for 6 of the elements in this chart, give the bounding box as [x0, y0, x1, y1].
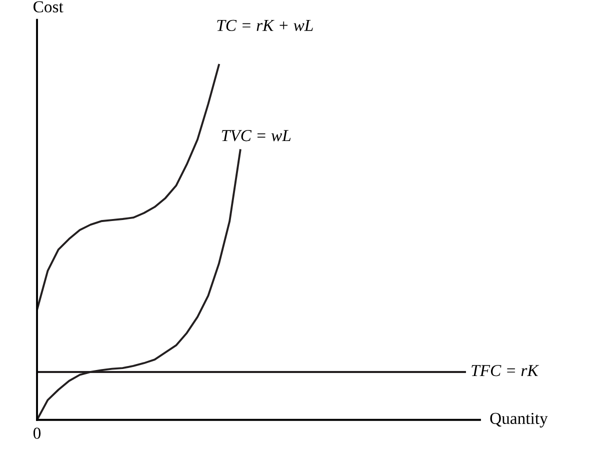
x-axis-title: Quantity	[490, 412, 548, 428]
series-label: TVC = wL	[222, 130, 291, 142]
text: TC = rK + wL	[217, 20, 313, 32]
series-label: TFC = rK	[472, 364, 540, 376]
y-axis-title: Cost	[34, 1, 64, 12]
text: 0	[33, 428, 41, 439]
